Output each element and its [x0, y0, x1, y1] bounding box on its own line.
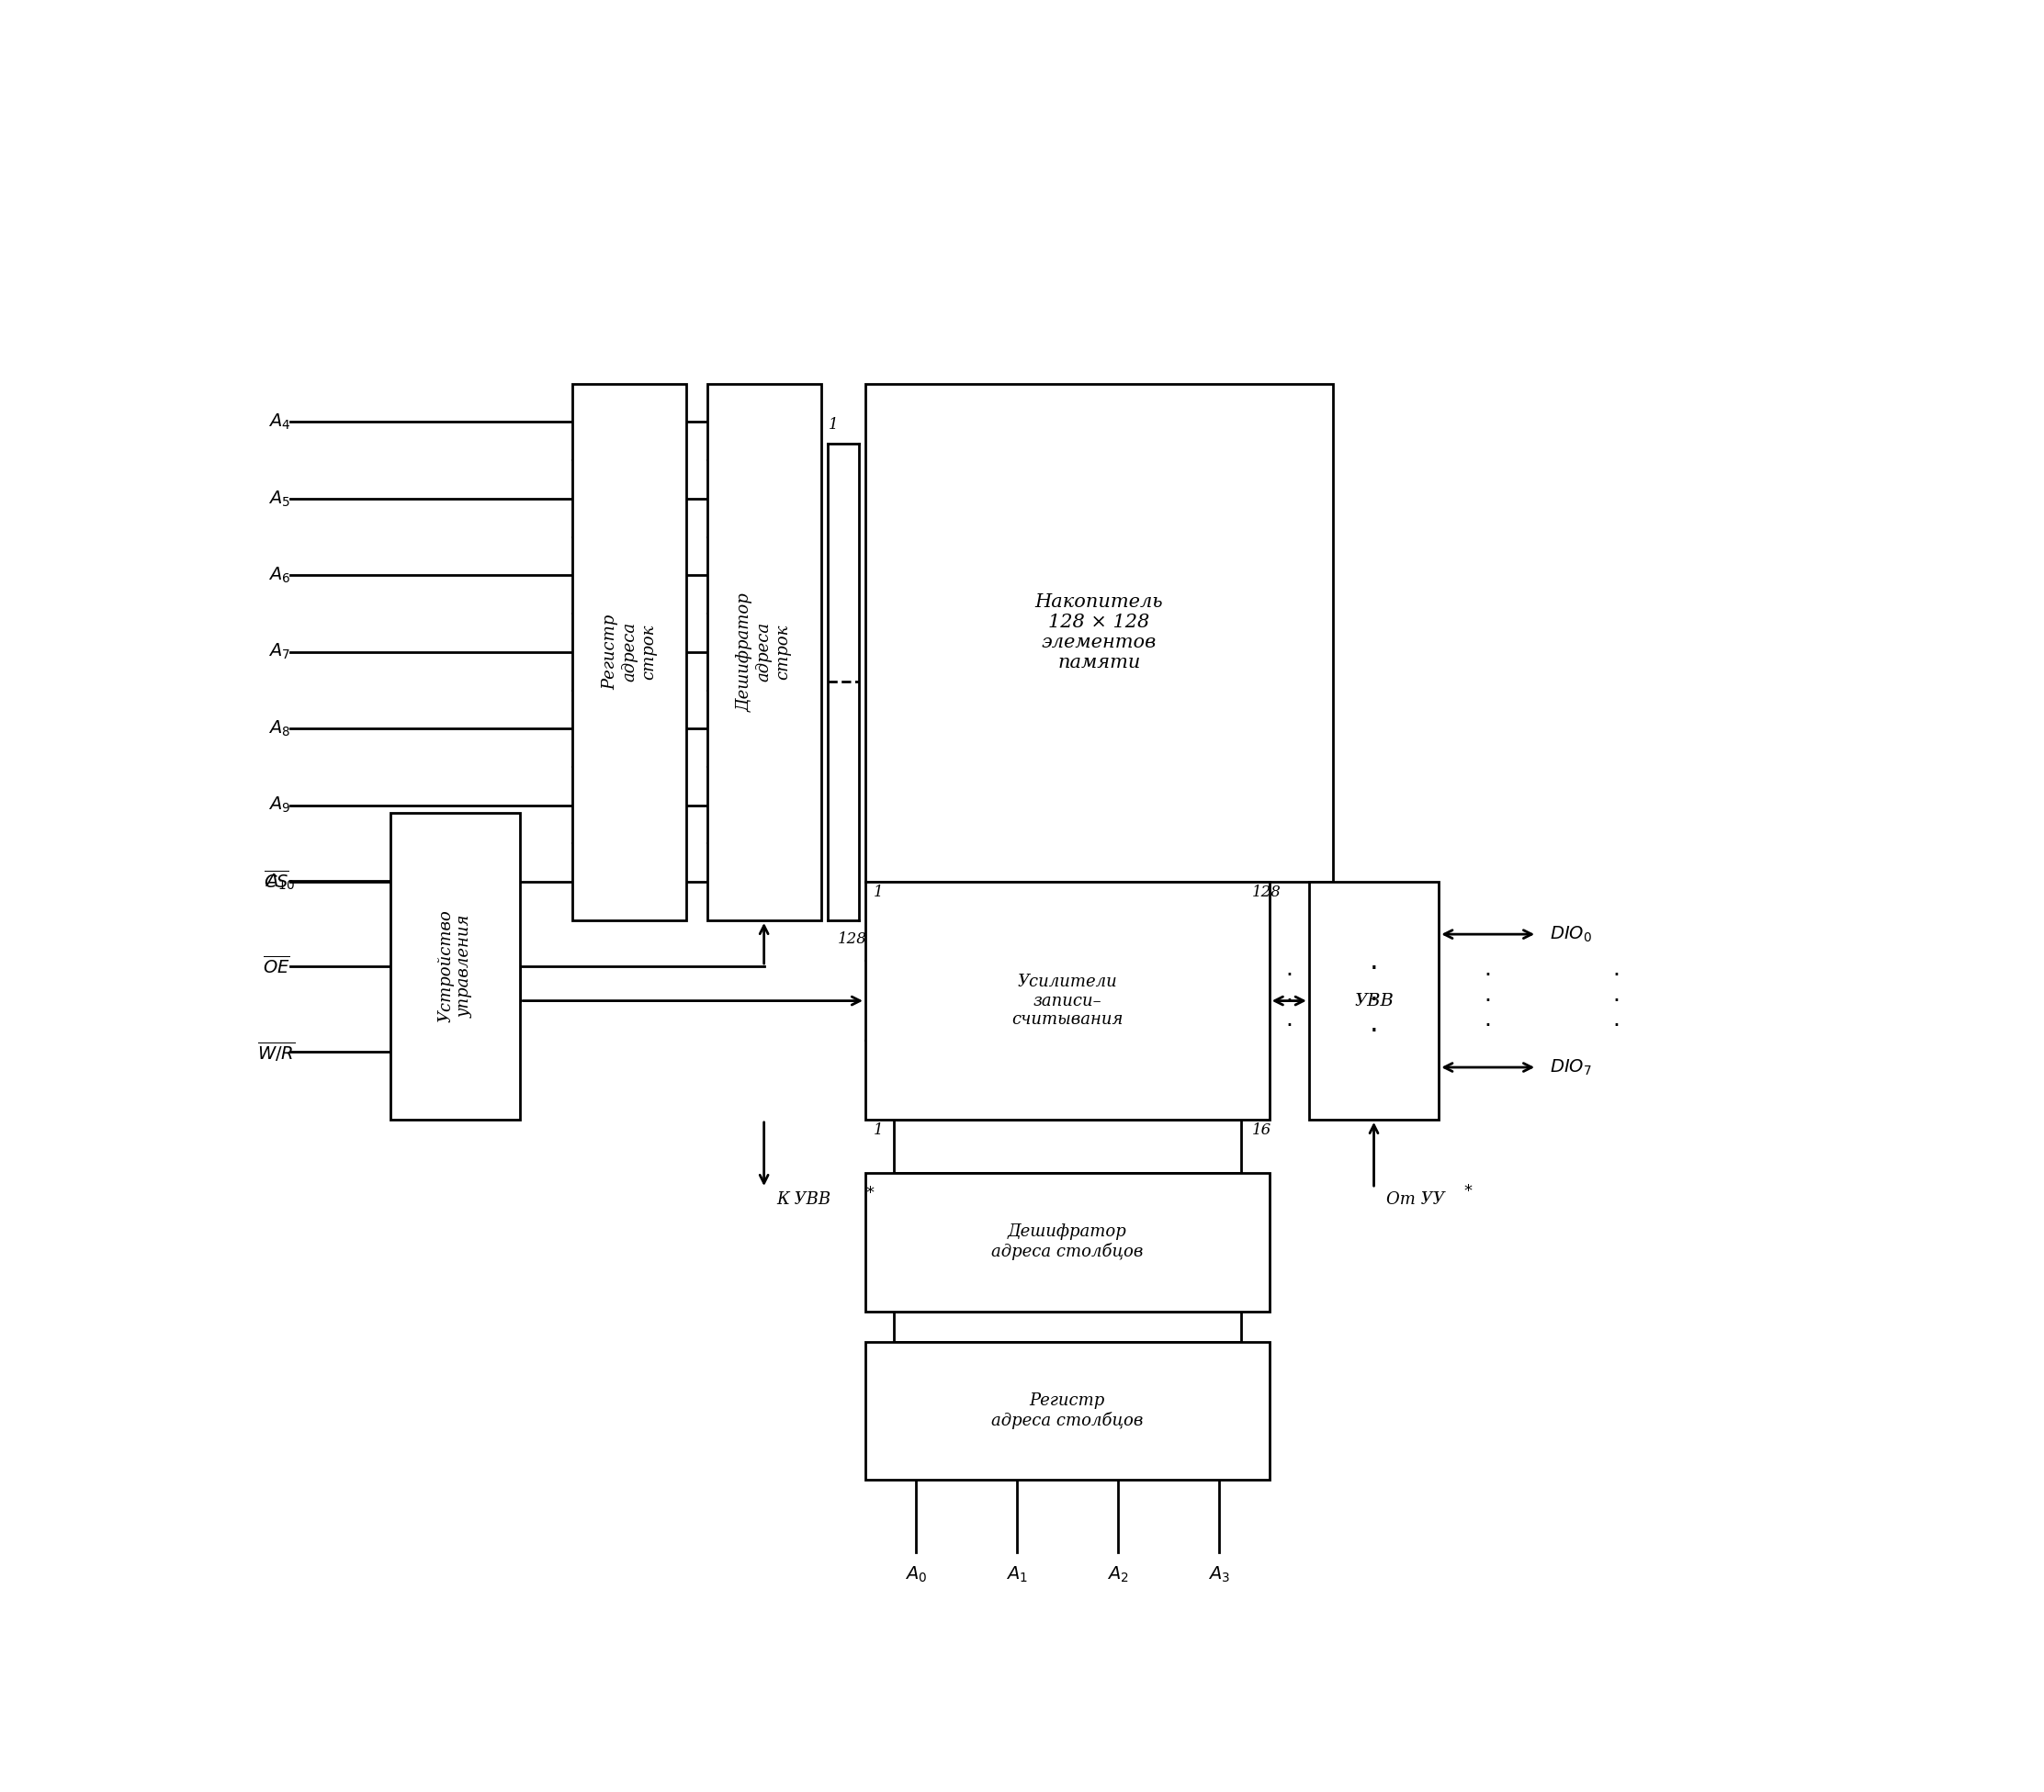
- Text: Усилители
записи–
считывания: Усилители записи– считывания: [1012, 973, 1122, 1029]
- Text: ·
·
·: · · ·: [1613, 964, 1621, 1038]
- Text: Накопитель
128 × 128
элементов
памяти: Накопитель 128 × 128 элементов памяти: [1034, 593, 1163, 672]
- Text: $A_1$: $A_1$: [1006, 1564, 1028, 1584]
- Text: Дешифратор
адреса
строк: Дешифратор адреса строк: [736, 593, 791, 711]
- Text: 128: 128: [1251, 885, 1282, 901]
- Text: ·
·
·: · · ·: [1369, 957, 1378, 1045]
- Text: $\overline{OE}$: $\overline{OE}$: [262, 955, 290, 977]
- Text: *: *: [1464, 1183, 1472, 1201]
- Bar: [865, 1342, 1269, 1480]
- Text: $A_8$: $A_8$: [268, 719, 290, 738]
- Text: УВВ: УВВ: [1355, 993, 1394, 1009]
- Text: $A_{10}$: $A_{10}$: [264, 873, 294, 892]
- Text: $A_2$: $A_2$: [1108, 1564, 1128, 1584]
- Text: $A_6$: $A_6$: [268, 566, 290, 586]
- Text: 1: 1: [873, 885, 883, 901]
- Text: $\overline{W/R}$: $\overline{W/R}$: [258, 1041, 294, 1064]
- Bar: [390, 814, 519, 1120]
- Text: *: *: [865, 1185, 873, 1201]
- Bar: [865, 1174, 1269, 1312]
- Text: $A_7$: $A_7$: [268, 642, 290, 661]
- Text: Регистр
адреса столбцов: Регистр адреса столбцов: [991, 1392, 1143, 1430]
- Text: $A_9$: $A_9$: [268, 796, 290, 815]
- Bar: [865, 882, 1269, 1120]
- Text: 1: 1: [873, 1122, 883, 1138]
- Text: $A_4$: $A_4$: [268, 412, 290, 432]
- Text: $A_0$: $A_0$: [905, 1564, 926, 1584]
- Text: 128: 128: [838, 932, 867, 946]
- Bar: [707, 383, 822, 921]
- Text: ·
·
·: · · ·: [1286, 964, 1292, 1038]
- Text: Регистр
адреса
строк: Регистр адреса строк: [603, 615, 656, 690]
- Bar: [1308, 882, 1439, 1120]
- Text: Устройство
управления: Устройство управления: [437, 910, 472, 1023]
- Text: 1: 1: [828, 418, 838, 432]
- Text: $DIO_7$: $DIO_7$: [1549, 1057, 1592, 1077]
- Text: $DIO_0$: $DIO_0$: [1549, 925, 1592, 944]
- Text: $\overline{CS}$: $\overline{CS}$: [264, 869, 288, 891]
- Text: Дешифратор
адреса столбцов: Дешифратор адреса столбцов: [991, 1224, 1143, 1260]
- Text: ·
·
·: · · ·: [1484, 964, 1492, 1038]
- Text: От УУ: От УУ: [1386, 1192, 1445, 1208]
- Text: 16: 16: [1251, 1122, 1271, 1138]
- Bar: [865, 383, 1333, 882]
- Text: $A_5$: $A_5$: [268, 489, 290, 509]
- Bar: [572, 383, 687, 921]
- Text: $A_3$: $A_3$: [1208, 1564, 1230, 1584]
- Text: К УВВ: К УВВ: [777, 1192, 832, 1208]
